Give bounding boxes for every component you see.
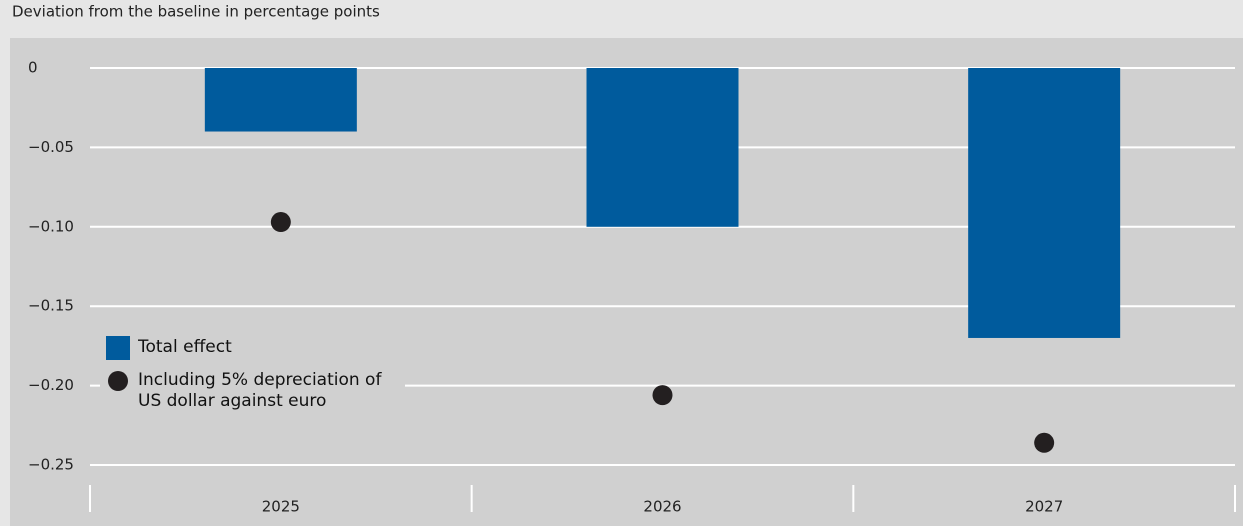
legend-swatch — [108, 371, 128, 391]
dot — [652, 385, 673, 406]
dot — [1034, 432, 1055, 453]
legend-label-box: Total effect — [138, 337, 232, 357]
x-tick-label: 2026 — [643, 498, 681, 516]
y-tick-label: −0.10 — [28, 217, 74, 235]
x-tick-label: 2025 — [262, 498, 300, 516]
bar — [586, 68, 739, 227]
y-tick-label: −0.20 — [28, 376, 74, 394]
legend-label: Total effect — [138, 337, 232, 357]
legend-background — [100, 328, 405, 416]
y-tick-label: −0.15 — [28, 297, 74, 315]
y-tick-label: 0 — [28, 59, 38, 77]
x-tick-label: 2027 — [1025, 498, 1063, 516]
y-tick-label: −0.05 — [28, 138, 74, 156]
legend-label: Including 5% depreciation of US dollar a… — [138, 370, 382, 411]
bar — [968, 68, 1121, 338]
dot — [270, 212, 291, 233]
bar — [204, 68, 357, 132]
y-tick-label: −0.25 — [28, 456, 74, 474]
chart-subtitle: Deviation from the baseline in percentag… — [12, 3, 380, 21]
legend-label-box: Including 5% depreciation of US dollar a… — [138, 370, 382, 411]
legend-swatch — [106, 336, 130, 360]
